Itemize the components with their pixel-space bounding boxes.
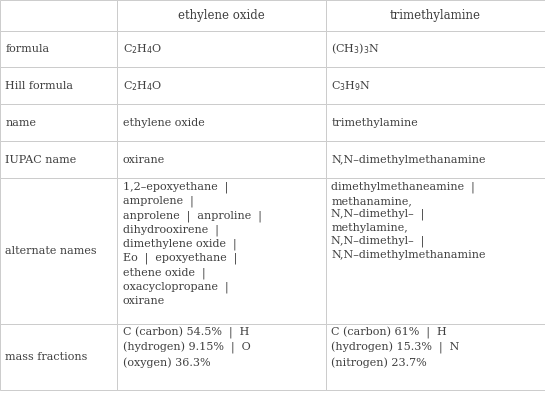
Text: alternate names: alternate names	[5, 246, 97, 256]
Bar	[0, 0, 117, 31]
Text: C$_2$H$_4$O: C$_2$H$_4$O	[123, 42, 162, 56]
Bar	[326, 141, 545, 178]
Bar	[326, 0, 545, 31]
Text: C (carbon) 54.5%  |  H
(hydrogen) 9.15%  |  O
(oxygen) 36.3%: C (carbon) 54.5% | H (hydrogen) 9.15% | …	[123, 327, 250, 368]
Text: N,N–dimethylmethanamine: N,N–dimethylmethanamine	[331, 155, 486, 165]
Text: 1,2–epoxyethane  |
amprolene  |
anprolene  |  anproline  |
dihydrooxirene  |
dim: 1,2–epoxyethane | amprolene | anprolene …	[123, 181, 262, 306]
Bar	[0, 141, 117, 178]
Text: Hill formula: Hill formula	[5, 81, 74, 91]
Bar	[117, 324, 326, 390]
Text: formula: formula	[5, 44, 50, 54]
Bar	[0, 178, 117, 324]
Text: C (carbon) 61%  |  H
(hydrogen) 15.3%  |  N
(nitrogen) 23.7%: C (carbon) 61% | H (hydrogen) 15.3% | N …	[331, 327, 460, 368]
Bar	[117, 141, 326, 178]
Text: trimethylamine: trimethylamine	[390, 9, 481, 22]
Bar	[326, 31, 545, 67]
Bar	[0, 104, 117, 141]
Text: ethylene oxide: ethylene oxide	[178, 9, 265, 22]
Text: dimethylmethaneamine  |
methanamine,
N,N–dimethyl–  |
methylamine,
N,N–dimethyl–: dimethylmethaneamine | methanamine, N,N–…	[331, 181, 486, 260]
Bar	[117, 0, 326, 31]
Text: oxirane: oxirane	[123, 155, 165, 165]
Text: C$_3$H$_9$N: C$_3$H$_9$N	[331, 79, 372, 93]
Text: ethylene oxide: ethylene oxide	[123, 118, 204, 128]
Bar	[117, 104, 326, 141]
Text: trimethylamine: trimethylamine	[331, 118, 418, 128]
Text: (CH$_3$)$_3$N: (CH$_3$)$_3$N	[331, 42, 380, 56]
Bar	[0, 31, 117, 67]
Bar	[326, 67, 545, 104]
Bar	[117, 178, 326, 324]
Bar	[0, 67, 117, 104]
Text: mass fractions: mass fractions	[5, 352, 88, 362]
Bar	[326, 178, 545, 324]
Text: IUPAC name: IUPAC name	[5, 155, 77, 165]
Text: C$_2$H$_4$O: C$_2$H$_4$O	[123, 79, 162, 93]
Bar	[117, 31, 326, 67]
Bar	[326, 324, 545, 390]
Bar	[117, 67, 326, 104]
Bar	[0, 324, 117, 390]
Text: name: name	[5, 118, 37, 128]
Bar	[326, 104, 545, 141]
